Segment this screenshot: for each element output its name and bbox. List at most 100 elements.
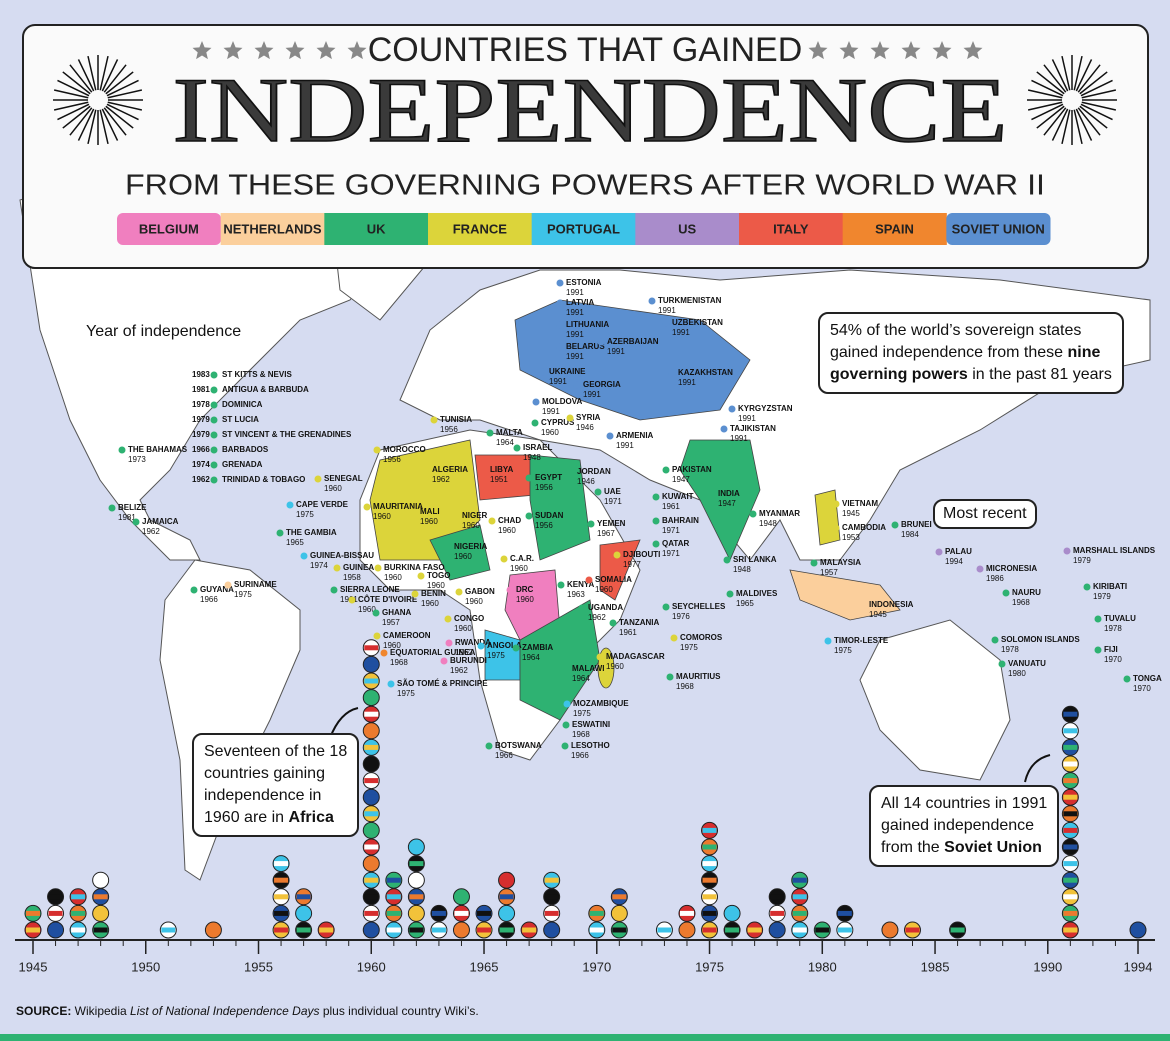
place-dot — [652, 540, 660, 548]
flag-stripe — [386, 910, 401, 916]
place-dot — [525, 512, 533, 520]
flag-stripe — [296, 927, 311, 933]
place-dot — [500, 555, 508, 563]
place-year: 1968 — [1012, 598, 1030, 607]
place-name: NIGERIA — [454, 542, 488, 551]
place-year: 1960 — [421, 599, 439, 608]
flag-stripe — [1063, 761, 1078, 767]
firework-ray — [1036, 71, 1065, 95]
place-dot — [587, 520, 595, 528]
flag-stripe — [905, 927, 920, 933]
legend-swatch — [739, 213, 844, 245]
firework-ray — [77, 108, 95, 141]
place-name: LIBYA — [490, 465, 513, 474]
place-year: 1970 — [1133, 684, 1151, 693]
tick-label: 1950 — [131, 959, 160, 974]
place-name: ISRAEL — [523, 443, 552, 452]
place-year: 1975 — [234, 590, 252, 599]
place-dot — [562, 721, 570, 729]
colored-regions — [369, 299, 901, 721]
place-name: EQUATORIAL GUINEA — [390, 648, 476, 657]
place-year: 1975 — [573, 709, 591, 718]
place-name: CAMEROON — [383, 631, 431, 640]
legend-swatch — [531, 213, 636, 245]
place-name: BELARUS — [566, 342, 605, 351]
place-name: CÔTE D'IVOIRE — [358, 595, 418, 604]
firework-ray — [57, 79, 90, 97]
place-year: 1946 — [577, 477, 595, 486]
flag-stripe — [386, 927, 401, 933]
legend-swatch — [220, 213, 325, 245]
place-name: CAPE VERDE — [296, 500, 349, 509]
place-dot — [373, 632, 381, 640]
text-part: in the past 81 years — [967, 366, 1112, 383]
firework-ray — [1027, 101, 1063, 111]
place-year: 1960 — [324, 484, 342, 493]
legend-label: SPAIN — [875, 221, 914, 236]
place-year: 1960 — [420, 517, 438, 526]
flag-stripe — [93, 927, 108, 933]
place-name: QATAR — [662, 539, 689, 548]
flag-stack — [159, 921, 177, 939]
place-year: 1979 — [1093, 592, 1111, 601]
place-dot — [444, 615, 452, 623]
firework-ray — [1043, 107, 1067, 136]
flag-stripe — [1063, 894, 1078, 900]
place-dot — [991, 636, 999, 644]
flag-stripe — [1063, 927, 1078, 933]
place-name: GUYANA — [200, 585, 234, 594]
place-dot — [190, 586, 198, 594]
flag-stripe — [364, 778, 379, 784]
timeline: 1945 1950 1955 1960 1965 1970 1975 1980 1985 1990… — [15, 639, 1155, 974]
flag-stripe — [702, 861, 717, 867]
place-name: MOROCCO — [383, 445, 426, 454]
legend-label: SOVIET UNION — [952, 221, 1045, 236]
text-part: Wikipedia — [71, 1004, 131, 1018]
place-dot — [333, 564, 341, 572]
place-year: 1966 — [192, 445, 210, 454]
place-name: MALAYSIA — [820, 558, 861, 567]
place-dot — [561, 742, 569, 750]
place-dot — [445, 639, 453, 647]
place-dot — [372, 609, 380, 617]
flag-stripe — [499, 927, 514, 933]
place-year: 1975 — [397, 689, 415, 698]
title-top: COUNTRIES THAT GAINED — [368, 31, 803, 69]
flag-stripe — [1063, 711, 1078, 717]
flag-stripe — [364, 695, 379, 701]
flag-stack — [24, 904, 42, 939]
text-part: nine — [1067, 344, 1101, 361]
firework-ray — [1079, 105, 1108, 129]
place-year: 1991 — [566, 308, 584, 317]
place-dot — [430, 416, 438, 424]
place-dot — [444, 543, 452, 551]
place-year: 1964 — [572, 674, 590, 683]
legend-swatch — [635, 213, 740, 245]
place-name: UKRAINE — [549, 367, 586, 376]
flag-stripe — [364, 811, 379, 817]
firework-ray — [106, 103, 139, 121]
place-year: 1991 — [678, 378, 696, 387]
flag-stripe — [725, 910, 740, 916]
text-part: 54% of the world’s sovereign states — [830, 322, 1082, 339]
flag-stack — [1061, 705, 1079, 939]
place-year: 1979 — [1073, 556, 1091, 565]
place-year: 1964 — [496, 438, 514, 447]
place-year: 1956 — [535, 483, 553, 492]
flag-stripe — [364, 844, 379, 850]
place-year: 1965 — [286, 538, 304, 547]
legend-swatch — [117, 213, 222, 245]
flag-stack — [385, 871, 403, 939]
firework-ray — [105, 105, 134, 129]
place-dot — [410, 508, 418, 516]
place-year: 1967 — [597, 529, 615, 538]
firework-ray — [1080, 79, 1113, 97]
place-year: 1966 — [495, 751, 513, 760]
place-dot — [363, 503, 371, 511]
place-name: KAZAKHSTAN — [678, 368, 733, 377]
firework-ray — [53, 101, 89, 111]
place-dot — [512, 644, 520, 652]
flag-stack — [543, 871, 561, 939]
place-dot — [557, 581, 565, 589]
flag-stripe — [274, 927, 289, 933]
